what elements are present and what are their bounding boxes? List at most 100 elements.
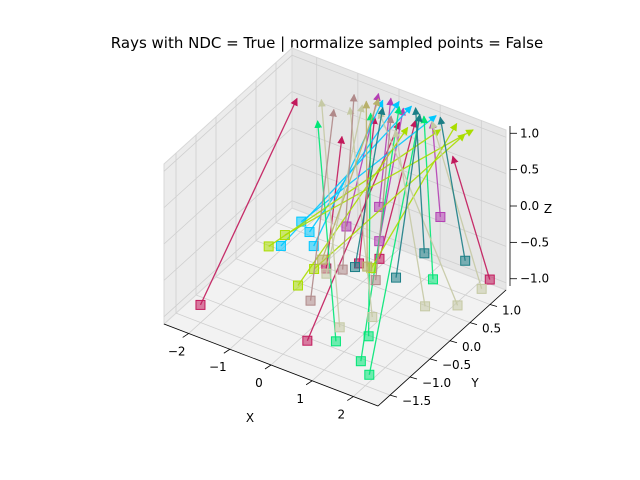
x-tick-label: −1 xyxy=(209,360,227,374)
ray-line xyxy=(300,115,437,223)
x-grid-line xyxy=(353,120,482,397)
y-tick-label: 0.5 xyxy=(482,322,501,336)
ray-line xyxy=(314,120,337,342)
ray-origin-marker xyxy=(367,312,378,323)
ray-origin-marker xyxy=(334,322,345,333)
ray-origin-marker xyxy=(460,255,471,266)
ray-line xyxy=(362,100,371,267)
z-tick-label: 0.5 xyxy=(520,163,539,177)
y-grid-line xyxy=(255,80,471,323)
x-tick-label: 2 xyxy=(337,408,345,422)
x-axis-label: X xyxy=(246,411,254,425)
y-grid-line xyxy=(235,98,451,342)
z-axis-label: Z xyxy=(544,202,552,216)
y-tick xyxy=(489,304,498,307)
ray-origin-marker xyxy=(350,262,360,273)
z-grid-line xyxy=(163,200,507,318)
x-tick-label: −2 xyxy=(168,344,186,358)
ray-origin-marker xyxy=(337,264,348,275)
y-grid-line xyxy=(275,62,491,305)
x-axis-ticks: −2 −1 0 1 2 xyxy=(168,333,354,422)
grid-lines xyxy=(163,54,507,397)
z-grid-line xyxy=(163,127,507,245)
z-tick-label: 1.0 xyxy=(520,126,539,140)
y-axis-label: Y xyxy=(470,376,479,390)
ray-origin-marker xyxy=(420,301,431,312)
ray-origin-marker xyxy=(476,283,487,294)
ray-origin-marker xyxy=(292,280,303,291)
ray-origin-marker xyxy=(330,336,341,347)
y-tick xyxy=(389,394,398,398)
y-axis-ticks: −1.5 −1.0 −0.5 0.00.51.0 xyxy=(389,304,521,408)
y-tick-label: −1.0 xyxy=(422,376,451,390)
ray-origin-marker xyxy=(427,274,438,285)
x-tick xyxy=(305,380,313,386)
z-grid-line xyxy=(163,163,507,281)
ray-line xyxy=(368,113,423,375)
ray-origin-marker xyxy=(275,240,286,251)
x-tick xyxy=(264,364,272,370)
ray-line xyxy=(375,115,395,281)
ray-origin-marker xyxy=(195,299,206,310)
y-grid-line xyxy=(175,153,391,396)
ray-series xyxy=(195,92,495,380)
z-tick-label: 0.0 xyxy=(520,199,539,213)
ray-line xyxy=(451,155,491,280)
ray-line xyxy=(378,119,418,260)
y-grid-line xyxy=(215,116,431,360)
ray-origin-marker xyxy=(484,274,495,285)
x-tick xyxy=(223,348,231,354)
ray-origin-marker xyxy=(364,369,375,380)
z-axis-ticks: −1.0 −0.5 0.0 0.5 1.0 xyxy=(510,126,549,286)
y-tick xyxy=(449,340,458,344)
x-tick-label: 1 xyxy=(296,392,304,406)
y-tick-label: −0.5 xyxy=(442,358,471,372)
ray-line xyxy=(377,110,459,306)
ray-line xyxy=(392,129,426,307)
y-tick xyxy=(469,322,478,326)
ray-origin-marker xyxy=(452,300,463,311)
x-tick-label: 0 xyxy=(255,376,263,390)
ray-origin-marker xyxy=(263,241,274,252)
ray-line xyxy=(325,104,365,274)
ray-line xyxy=(284,129,474,236)
ray-line xyxy=(318,98,341,328)
y-grid-line xyxy=(195,135,411,378)
ray-origin-marker xyxy=(305,295,316,306)
chart-title: Rays with NDC = True | normalize sampled… xyxy=(111,34,543,52)
ray-origin-marker xyxy=(362,261,373,272)
ray-line xyxy=(428,120,442,218)
ray-line xyxy=(366,112,375,337)
ray-line xyxy=(370,122,458,269)
ray-origin-marker xyxy=(435,211,446,222)
x-tick xyxy=(182,333,189,338)
y-tick-label: 0.0 xyxy=(462,340,481,354)
ray-line xyxy=(437,116,466,261)
ray-origin-marker xyxy=(321,268,332,279)
ray-line xyxy=(321,98,381,260)
ray-line xyxy=(354,106,386,268)
ray-origin-marker xyxy=(363,331,374,342)
ray-origin-marker xyxy=(302,335,313,346)
ray-line xyxy=(199,97,298,306)
ray-line xyxy=(309,108,337,301)
ray-line xyxy=(395,113,423,278)
ray-origin-marker xyxy=(308,241,319,252)
ray-origin-marker xyxy=(304,227,315,238)
ray-origin-marker xyxy=(391,272,402,283)
ray-line xyxy=(268,129,442,247)
y-tick xyxy=(409,376,418,380)
y-tick-label: −1.5 xyxy=(402,394,431,408)
y-axis-line xyxy=(377,289,507,407)
z-tick-label: −1.0 xyxy=(520,272,549,286)
x-tick xyxy=(347,396,354,401)
ray-origin-marker xyxy=(317,254,328,265)
y-tick-label: 1.0 xyxy=(502,304,521,318)
ray-origin-marker xyxy=(355,356,366,367)
ray-line xyxy=(313,133,466,270)
ray-line xyxy=(342,93,358,270)
ray-line xyxy=(430,120,483,290)
y-tick xyxy=(429,358,438,362)
z-tick-label: −0.5 xyxy=(520,235,549,249)
